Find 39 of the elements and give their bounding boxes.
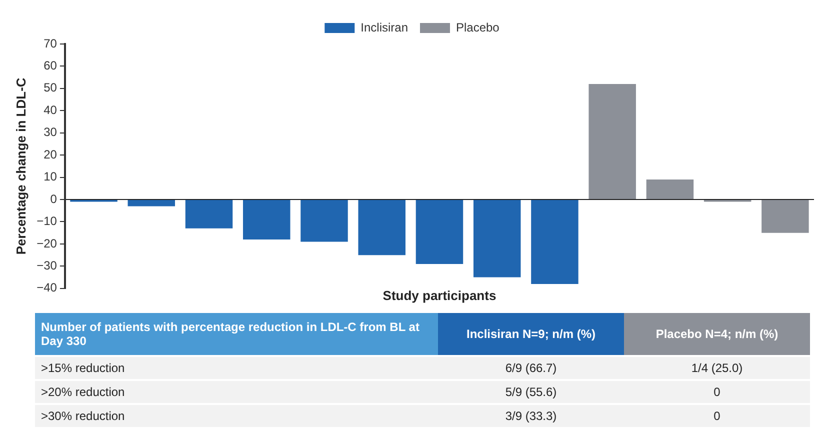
bar <box>300 200 348 242</box>
bar <box>128 200 176 206</box>
text: 0 <box>624 404 810 427</box>
y-tick-label: −40 <box>36 280 58 295</box>
y-tick-label: −30 <box>36 258 58 272</box>
bar <box>646 180 694 200</box>
bar <box>588 84 636 200</box>
bar <box>416 200 464 264</box>
legend-label: Inclisiran <box>360 20 408 34</box>
text: >30% reduction <box>35 404 438 427</box>
text: 3/9 (33.3) <box>438 404 624 427</box>
y-tick-label: 0 <box>50 192 58 206</box>
text: 0 <box>624 380 810 404</box>
x-axis-title: Study participants <box>382 288 496 303</box>
text: Number of patients with percentage reduction in LDL-C from BL at Day 330 <box>35 313 438 356</box>
y-tick-label: 30 <box>44 125 58 140</box>
y-axis-title: Percentage change in LDL-C <box>13 77 28 255</box>
legend-label: Placebo <box>456 20 500 34</box>
y-tick-label: 20 <box>44 147 58 162</box>
bar <box>243 200 290 240</box>
text: 1/4 (25.0) <box>624 356 810 380</box>
y-tick-label: 70 <box>44 36 58 50</box>
text: >15% reduction <box>35 356 438 380</box>
text: 6/9 (66.7) <box>438 356 624 380</box>
y-tick-label: 10 <box>44 170 58 184</box>
y-tick-label: 50 <box>44 80 58 95</box>
text: 5/9 (55.6) <box>438 380 624 404</box>
text: Inclisiran N=9; n/m (%) <box>438 313 624 356</box>
bar <box>762 200 809 233</box>
bar <box>358 200 406 256</box>
y-tick-label: 60 <box>44 58 58 73</box>
y-tick-label: 40 <box>44 102 58 117</box>
bar <box>185 200 233 228</box>
text: >20% reduction <box>35 380 438 404</box>
y-tick-label: −20 <box>36 236 58 250</box>
bar <box>473 200 521 278</box>
y-tick-label: −10 <box>36 214 58 228</box>
text: Placebo N=4; n/m (%) <box>624 313 810 356</box>
bar <box>531 200 578 284</box>
